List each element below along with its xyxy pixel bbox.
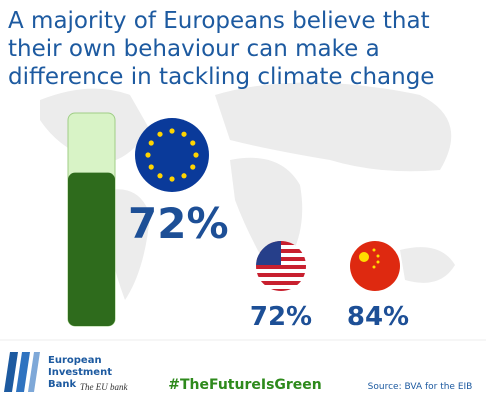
logo-text: Bank xyxy=(48,379,76,390)
title: A majority of Europeans believe that thei… xyxy=(8,8,434,90)
logo: European Investment Bank The EU bank xyxy=(4,352,128,392)
star xyxy=(169,176,175,182)
tube-fill xyxy=(68,172,115,326)
star xyxy=(148,140,154,146)
star xyxy=(169,128,175,134)
star xyxy=(181,131,187,137)
star xyxy=(190,164,196,170)
star xyxy=(157,173,163,179)
us-flag xyxy=(256,241,306,291)
star xyxy=(157,131,163,137)
logo-text: European xyxy=(48,355,102,366)
value-label: 72% xyxy=(128,199,229,248)
hashtag: #TheFutureIsGreen xyxy=(168,377,322,393)
star xyxy=(145,152,151,158)
logo-text: Investment xyxy=(48,367,112,378)
star xyxy=(181,173,187,179)
value-label: 72% xyxy=(250,302,312,332)
china-flag xyxy=(350,241,400,291)
source: Source: BVA for the EIB xyxy=(368,382,473,392)
star xyxy=(148,164,154,170)
value-label: 84% xyxy=(347,302,409,332)
plot xyxy=(67,112,116,327)
star xyxy=(190,140,196,146)
eu-flag xyxy=(135,118,209,192)
tagline: The EU bank xyxy=(80,382,128,392)
star xyxy=(193,152,199,158)
